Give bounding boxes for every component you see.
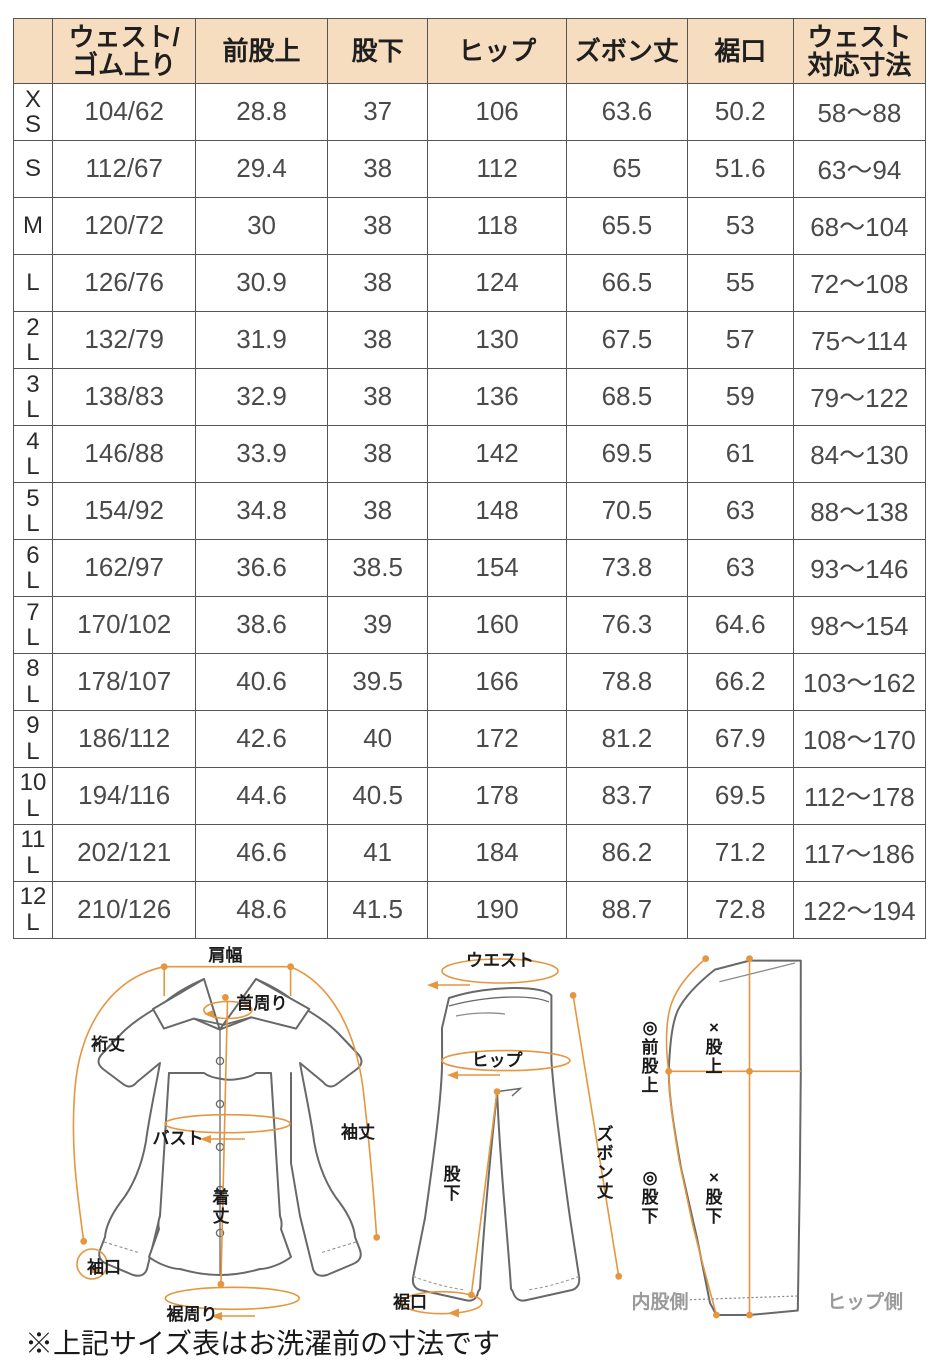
svg-text:◎: ◎ xyxy=(643,1168,658,1187)
svg-text:裾口: 裾口 xyxy=(392,1293,427,1312)
svg-text:内股側: 内股側 xyxy=(631,1290,688,1313)
svg-text:股: 股 xyxy=(706,1038,724,1057)
svg-text:ヒップ側: ヒップ側 xyxy=(827,1290,903,1313)
svg-text:上: 上 xyxy=(706,1057,723,1076)
svg-text:肩幅: 肩幅 xyxy=(208,945,242,965)
svg-text:下: 下 xyxy=(706,1207,723,1226)
svg-text:裄丈: 裄丈 xyxy=(91,1035,125,1054)
svg-text:ズボン丈: ズボン丈 xyxy=(597,1124,614,1201)
svg-text:前: 前 xyxy=(642,1037,659,1057)
svg-text:下: 下 xyxy=(642,1207,659,1226)
svg-text:股: 股 xyxy=(642,1057,660,1076)
svg-text:◎: ◎ xyxy=(643,1018,658,1037)
svg-text:袖口: 袖口 xyxy=(86,1257,121,1277)
svg-text:袖丈: 袖丈 xyxy=(340,1122,375,1142)
svg-text:上: 上 xyxy=(642,1076,659,1095)
svg-text:バスト: バスト xyxy=(153,1129,204,1148)
svg-text:着丈: 着丈 xyxy=(213,1187,230,1226)
svg-text:首周り: 首周り xyxy=(237,993,288,1013)
svg-text:股: 股 xyxy=(642,1188,660,1207)
svg-text:ヒップ: ヒップ xyxy=(472,1050,524,1070)
svg-text:×: × xyxy=(709,1018,719,1037)
svg-text:×: × xyxy=(709,1168,719,1187)
svg-text:ウエスト: ウエスト xyxy=(466,951,534,970)
svg-text:股: 股 xyxy=(706,1188,724,1207)
svg-text:股下: 股下 xyxy=(444,1165,462,1203)
